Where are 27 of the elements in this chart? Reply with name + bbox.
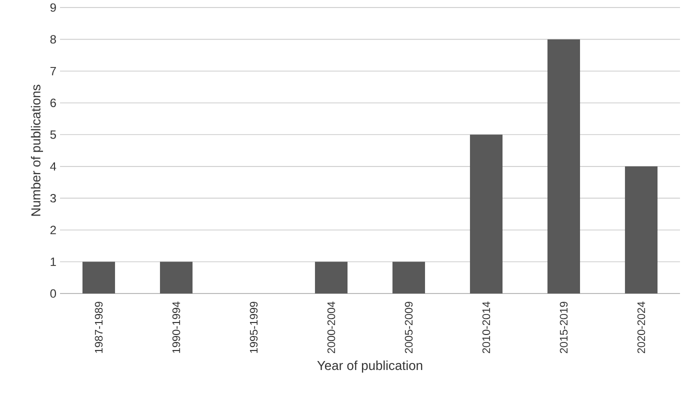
y-tick-label: 5 <box>50 130 56 140</box>
bar <box>82 262 116 294</box>
x-tick-label: 2020-2024 <box>637 302 646 354</box>
bar <box>392 262 426 294</box>
x-tick-label: 2010-2014 <box>482 302 490 354</box>
x-tick-label: 2005-2009 <box>404 302 413 354</box>
bar <box>314 262 348 294</box>
x-tick-label: 2000-2004 <box>327 302 336 354</box>
x-tick-label: 1990-1994 <box>172 302 180 354</box>
y-tick-label: 9 <box>50 4 56 12</box>
x-axis-title: Year of publication <box>317 360 422 373</box>
x-tick-label: 2015-2019 <box>560 302 568 354</box>
y-tick-label: 6 <box>50 98 56 108</box>
bar <box>470 134 503 294</box>
bar <box>160 262 193 294</box>
x-tick-label: 1995-1999 <box>250 302 258 354</box>
y-tick-label: 1 <box>50 258 56 266</box>
y-tick-label: 3 <box>50 194 56 203</box>
bar <box>624 166 658 294</box>
y-axis-title: Number of publications <box>30 85 43 216</box>
y-tick-label: 7 <box>50 67 56 76</box>
y-tick-label: 4 <box>50 162 56 171</box>
y-tick-label: 2 <box>50 226 56 234</box>
x-tick-label: 1987-1989 <box>94 302 103 354</box>
y-tick-label: 8 <box>50 35 56 44</box>
bar <box>547 40 580 294</box>
y-tick-label: 0 <box>50 290 56 298</box>
